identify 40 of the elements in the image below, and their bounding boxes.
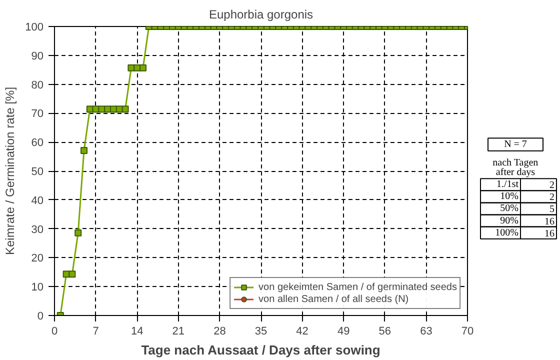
y-tick-label: 20 xyxy=(31,252,44,265)
x-tick-label: 49 xyxy=(337,326,350,338)
y-tick-label: 10 xyxy=(31,282,44,294)
x-tick-label: 56 xyxy=(378,326,392,338)
text: 2 xyxy=(550,180,554,192)
text: N = 7 xyxy=(504,139,527,150)
text: 100% xyxy=(495,227,519,238)
x-tick-label: 63 xyxy=(420,326,432,338)
x-tick-label: 35 xyxy=(254,326,268,338)
y-tick-label: 90 xyxy=(31,50,44,62)
x-tick-label: 28 xyxy=(214,326,226,338)
x-tick-label: 0 xyxy=(51,326,58,338)
text: 1./1st xyxy=(496,179,519,190)
x-axis-title: Tage nach Aussaat / Days after sowing xyxy=(141,342,380,358)
y-tick-label: 50 xyxy=(31,166,44,178)
text: 16 xyxy=(544,228,554,240)
y-tick-label: 100 xyxy=(25,22,44,34)
text: after days xyxy=(496,167,536,178)
legend-label: von allen Samen / of all seeds (N) xyxy=(258,293,409,305)
text: 50% xyxy=(500,203,519,214)
legend-label: von gekeimten Samen / of germinated seeds xyxy=(258,281,457,293)
text: 10% xyxy=(500,191,519,202)
y-tick-label: 70 xyxy=(31,108,44,120)
x-tick-label: 21 xyxy=(172,326,185,338)
y-tick-label: 30 xyxy=(31,224,44,236)
chart-title: Euphorbia gorgonis xyxy=(208,8,314,22)
x-tick-label: 70 xyxy=(461,326,474,338)
x-tick-label: 7 xyxy=(92,326,99,338)
x-tick-label: 14 xyxy=(130,326,144,338)
y-tick-label: 0 xyxy=(37,310,44,322)
x-tick-label: 42 xyxy=(296,326,308,338)
text: 90% xyxy=(500,215,519,226)
text: 16 xyxy=(544,216,554,228)
y-tick-label: 60 xyxy=(31,137,44,150)
text: 5 xyxy=(550,204,554,216)
y-tick-label: 40 xyxy=(31,194,44,207)
y-axis-title: Keimrate / Germination rate [%] xyxy=(3,86,18,256)
y-tick-label: 80 xyxy=(31,79,44,92)
text: 2 xyxy=(550,192,554,204)
text: nach Tagen xyxy=(492,157,538,168)
